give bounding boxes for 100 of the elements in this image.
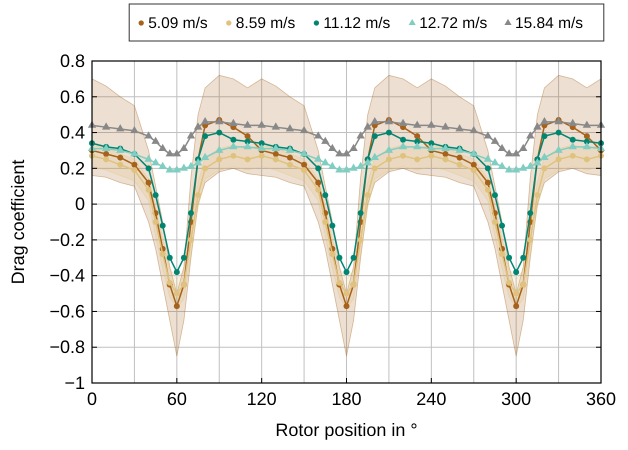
point: [174, 290, 180, 297]
point: [498, 162, 506, 169]
x-tick-label: 300: [501, 389, 532, 409]
point: [117, 162, 124, 168]
point: [152, 219, 159, 225]
point: [484, 131, 492, 139]
x-tick-label: 240: [416, 389, 446, 409]
point: [328, 144, 337, 152]
point: [498, 144, 506, 152]
point: [442, 156, 448, 162]
point: [172, 149, 181, 156]
point: [527, 210, 534, 216]
x-tick-label: 360: [586, 389, 616, 409]
y-tick-label: −0.8: [49, 337, 85, 358]
point: [146, 180, 152, 186]
point: [144, 131, 153, 139]
point: [243, 120, 252, 128]
point: [584, 156, 590, 162]
point: [258, 152, 265, 159]
point: [200, 152, 210, 160]
point: [441, 122, 450, 130]
point: [117, 154, 124, 161]
point: [188, 210, 194, 216]
point: [158, 162, 167, 169]
point: [344, 290, 350, 297]
point: [512, 149, 520, 156]
point: [398, 118, 408, 126]
point: [349, 144, 358, 152]
point: [116, 124, 124, 132]
y-tick-label: 0.6: [60, 86, 85, 107]
point: [490, 136, 500, 144]
point: [195, 192, 202, 198]
point: [504, 149, 514, 156]
point: [166, 254, 173, 261]
x-axis-title: Rotor position in °: [275, 420, 418, 440]
legend-label: 5.09 m/s: [148, 15, 208, 32]
point: [358, 236, 364, 243]
point: [519, 144, 528, 152]
point: [300, 126, 308, 134]
point: [151, 136, 160, 144]
point: [372, 165, 378, 172]
point: [428, 152, 434, 159]
point: [258, 120, 266, 128]
y-tick-label: 0: [74, 194, 85, 214]
point: [200, 117, 210, 124]
point: [186, 162, 196, 169]
point: [216, 130, 222, 136]
point: [506, 254, 512, 261]
point: [243, 142, 252, 150]
point: [160, 251, 166, 258]
point: [349, 164, 358, 171]
point: [492, 219, 498, 225]
point: [202, 165, 208, 172]
point: [244, 156, 251, 162]
legend-label: 8.59 m/s: [236, 15, 296, 32]
point: [364, 192, 371, 198]
point: [180, 254, 187, 261]
point: [329, 251, 336, 258]
point: [322, 192, 328, 198]
point: [398, 142, 408, 150]
point: [328, 162, 337, 169]
point: [470, 162, 477, 168]
point: [484, 186, 491, 193]
point: [470, 126, 478, 134]
point: [344, 303, 350, 310]
point: [513, 269, 520, 276]
point: [172, 165, 181, 173]
point: [322, 219, 328, 225]
point: [568, 118, 577, 126]
point: [484, 180, 491, 186]
point: [413, 120, 422, 128]
point: [556, 156, 562, 162]
x-tick-label: 60: [166, 389, 187, 409]
point: [513, 290, 520, 297]
x-tick-label: 0: [86, 389, 98, 409]
point: [202, 133, 208, 140]
point: [456, 162, 463, 168]
point: [158, 144, 167, 152]
point: [335, 165, 344, 173]
legend-label: 11.12 m/s: [323, 15, 391, 32]
y-tick-label: −0.6: [49, 301, 85, 322]
point: [400, 136, 406, 143]
point: [584, 133, 590, 140]
point: [180, 164, 188, 171]
point: [526, 162, 534, 169]
point: [146, 186, 152, 193]
point: [315, 180, 322, 186]
point: [556, 130, 562, 136]
point: [541, 133, 548, 140]
point: [174, 269, 180, 276]
y-axis-title: Drag coefficient: [8, 160, 28, 284]
point: [286, 124, 294, 132]
point: [554, 146, 563, 153]
point: [533, 122, 542, 130]
point: [414, 133, 420, 140]
point: [533, 158, 542, 166]
point: [582, 142, 592, 150]
y-tick-label: 0.8: [60, 51, 85, 71]
point: [386, 156, 392, 162]
point: [512, 165, 520, 173]
